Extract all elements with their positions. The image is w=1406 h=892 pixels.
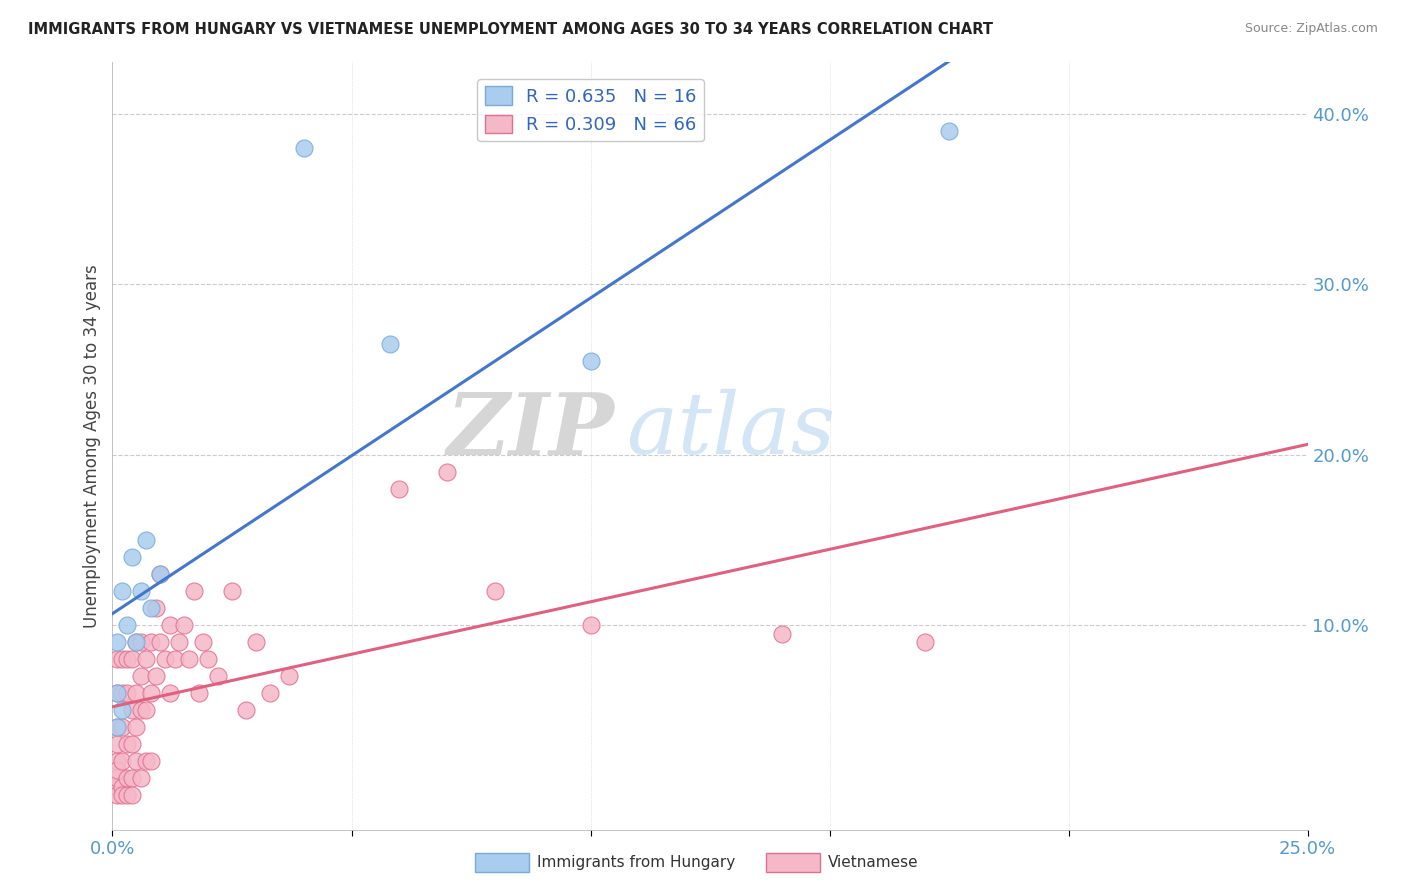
Point: [139, 635, 162, 649]
Point: [111, 583, 134, 598]
Point: [129, 772, 152, 786]
Point: [169, 635, 191, 649]
Point: [129, 583, 152, 598]
Point: [149, 566, 172, 581]
Point: [115, 789, 138, 803]
Point: [121, 789, 143, 803]
Text: ZIP: ZIP: [447, 389, 614, 473]
Point: [105, 686, 128, 700]
Point: [105, 652, 128, 666]
Point: [105, 780, 128, 794]
Y-axis label: Unemployment Among Ages 30 to 34 years: Unemployment Among Ages 30 to 34 years: [83, 264, 101, 628]
Point: [139, 755, 162, 769]
Point: [121, 703, 143, 717]
Point: [105, 763, 128, 777]
Point: [436, 465, 458, 479]
Point: [177, 652, 200, 666]
Bar: [475, 853, 529, 872]
Point: [378, 336, 401, 351]
Point: [121, 652, 143, 666]
Text: Vietnamese: Vietnamese: [828, 855, 918, 870]
Point: [115, 618, 138, 632]
Point: [129, 635, 152, 649]
Point: [245, 635, 267, 649]
Point: [129, 669, 152, 683]
Text: Immigrants from Hungary: Immigrants from Hungary: [537, 855, 735, 870]
Point: [159, 618, 181, 632]
Legend: R = 0.635   N = 16, R = 0.309   N = 66: R = 0.635 N = 16, R = 0.309 N = 66: [478, 79, 703, 141]
Point: [125, 635, 148, 649]
Point: [111, 780, 134, 794]
Point: [105, 789, 128, 803]
Point: [115, 686, 138, 700]
Point: [129, 703, 152, 717]
Point: [135, 755, 157, 769]
Text: Source: ZipAtlas.com: Source: ZipAtlas.com: [1244, 22, 1378, 36]
Point: [125, 755, 148, 769]
Point: [484, 583, 506, 598]
Point: [111, 755, 134, 769]
Point: [121, 772, 143, 786]
Text: IMMIGRANTS FROM HUNGARY VS VIETNAMESE UNEMPLOYMENT AMONG AGES 30 TO 34 YEARS COR: IMMIGRANTS FROM HUNGARY VS VIETNAMESE UN…: [28, 22, 993, 37]
Point: [278, 669, 301, 683]
Point: [197, 652, 219, 666]
Point: [111, 720, 134, 734]
Point: [115, 652, 138, 666]
Point: [388, 482, 411, 496]
Point: [111, 652, 134, 666]
Point: [221, 583, 243, 598]
Point: [111, 686, 134, 700]
Point: [173, 618, 195, 632]
Point: [135, 703, 157, 717]
Point: [292, 141, 315, 155]
Point: [111, 703, 134, 717]
Point: [105, 755, 128, 769]
Point: [135, 652, 157, 666]
Point: [259, 686, 281, 700]
Point: [770, 626, 793, 640]
Bar: [766, 853, 820, 872]
Point: [139, 686, 162, 700]
Point: [579, 353, 602, 368]
Point: [579, 618, 602, 632]
Point: [193, 635, 215, 649]
Point: [115, 737, 138, 751]
Point: [121, 737, 143, 751]
Point: [145, 601, 167, 615]
Point: [914, 635, 936, 649]
Point: [207, 669, 229, 683]
Text: atlas: atlas: [627, 389, 835, 472]
Point: [153, 652, 176, 666]
Point: [145, 669, 167, 683]
Point: [149, 566, 172, 581]
Point: [183, 583, 205, 598]
Point: [235, 703, 257, 717]
Point: [125, 720, 148, 734]
Point: [115, 772, 138, 786]
Point: [149, 635, 172, 649]
Point: [163, 652, 186, 666]
Point: [125, 686, 148, 700]
Point: [105, 720, 128, 734]
Point: [125, 635, 148, 649]
Point: [105, 737, 128, 751]
Point: [105, 635, 128, 649]
Point: [105, 772, 128, 786]
Point: [135, 533, 157, 547]
Point: [121, 549, 143, 564]
Point: [105, 686, 128, 700]
Point: [938, 123, 960, 137]
Point: [139, 601, 162, 615]
Point: [187, 686, 209, 700]
Point: [111, 789, 134, 803]
Point: [159, 686, 181, 700]
Point: [105, 720, 128, 734]
